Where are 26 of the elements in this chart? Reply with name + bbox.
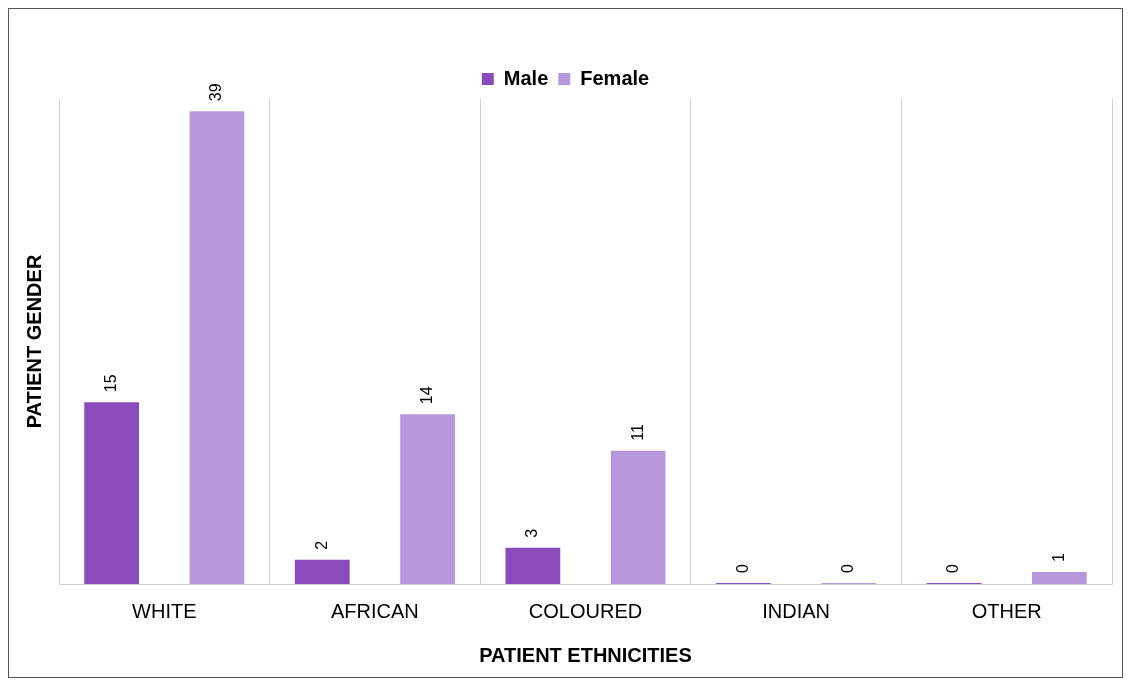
data-label: 3 [523,528,541,538]
bar [84,402,140,584]
legend-label: Male [503,66,549,89]
data-label: 0 [944,564,962,573]
data-label: 2 [312,540,330,550]
x-axis-title: PATIENT ETHNICITIES [479,643,692,666]
x-tick-label: INDIAN [762,599,830,622]
data-label: 0 [839,564,857,573]
bar [400,414,455,584]
data-label: 11 [628,423,646,441]
x-tick-label: OTHER [971,599,1042,622]
data-label: 15 [102,374,120,393]
y-axis-title: PATIENT GENDER [22,254,45,429]
data-label: 39 [207,83,225,102]
bar [505,547,561,584]
x-tick-label: WHITE [132,599,197,622]
bar [1031,571,1087,584]
bar [294,559,350,584]
data-label: 0 [733,564,751,573]
bar [189,111,245,584]
data-label: 14 [417,386,435,405]
x-tick-label: COLOURED [528,599,643,622]
bar [610,450,666,584]
legend-label: Female [580,66,650,89]
data-label: 1 [1049,552,1067,562]
x-tick-label: AFRICAN [331,599,419,622]
